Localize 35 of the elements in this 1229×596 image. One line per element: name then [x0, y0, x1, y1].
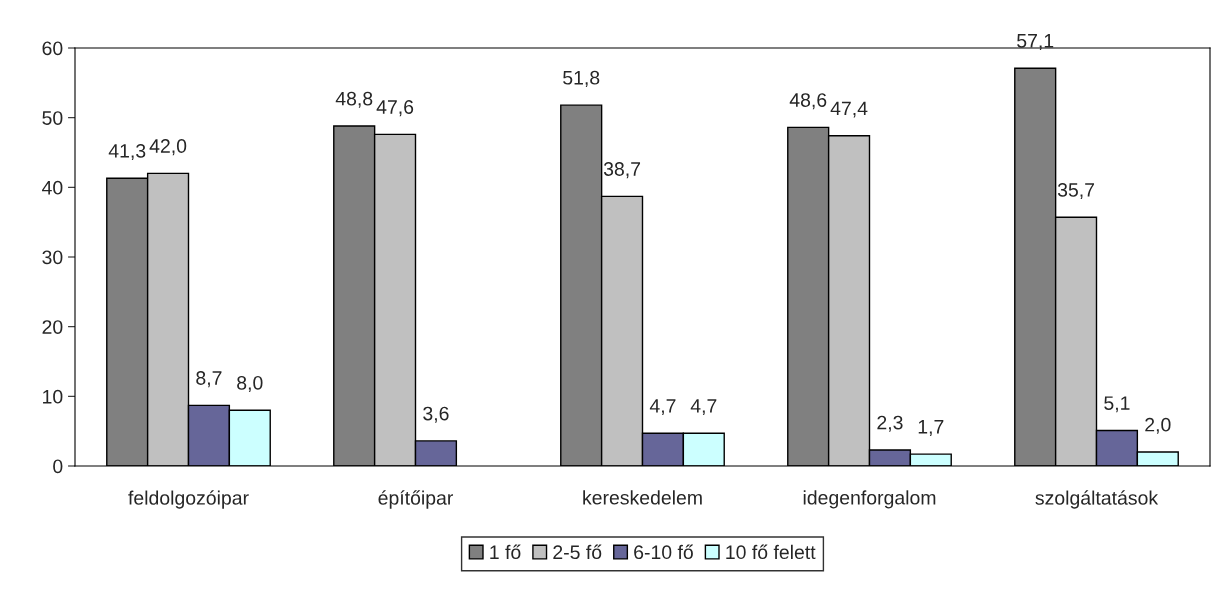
x-tick-label: építőipar: [378, 490, 454, 509]
data-label: 38,7: [603, 162, 641, 179]
x-tick-label: feldolgozóipar: [128, 490, 249, 509]
data-label: 5,1: [1104, 396, 1130, 413]
y-tick-label: 50: [42, 111, 63, 125]
x-tick-label: kereskedelem: [583, 490, 702, 505]
y-tick-label: 40: [42, 180, 63, 195]
data-label: 48,6: [789, 93, 827, 110]
data-label: 47,4: [830, 101, 868, 118]
data-label: 47,6: [376, 100, 414, 117]
y-tick-label: 10: [43, 389, 63, 404]
data-label: 8,0: [237, 375, 263, 393]
data-label: 35,7: [1057, 183, 1095, 200]
data-label: 57,1: [1017, 34, 1054, 50]
y-tick-label: 0: [53, 459, 63, 474]
data-label: 48,8: [335, 91, 373, 108]
data-label: 2,3: [877, 415, 903, 432]
y-tick-label: 60: [42, 41, 63, 56]
legend-label: 6-10 fő: [634, 544, 693, 560]
data-label: 2,0: [1145, 417, 1171, 434]
data-label: 3,6: [423, 406, 449, 423]
legend-label: 1 fő: [490, 544, 521, 560]
legend-label: 2-5 fő: [553, 544, 602, 560]
y-tick-label: 20: [42, 320, 63, 334]
legend-label: 10 fő felett: [726, 544, 816, 560]
data-label: 4,7: [690, 399, 717, 416]
data-label: 51,8: [563, 70, 600, 87]
data-label: 41,3: [108, 144, 146, 161]
x-tick-label: szolgáltatások: [1035, 490, 1159, 509]
data-label: 1,7: [918, 420, 944, 436]
data-label: 4,7: [649, 399, 676, 416]
data-label: 8,7: [196, 371, 222, 388]
x-tick-label: idegenforgalom: [803, 490, 936, 509]
data-label: 42,0: [149, 139, 187, 156]
y-tick-label: 30: [42, 250, 63, 265]
